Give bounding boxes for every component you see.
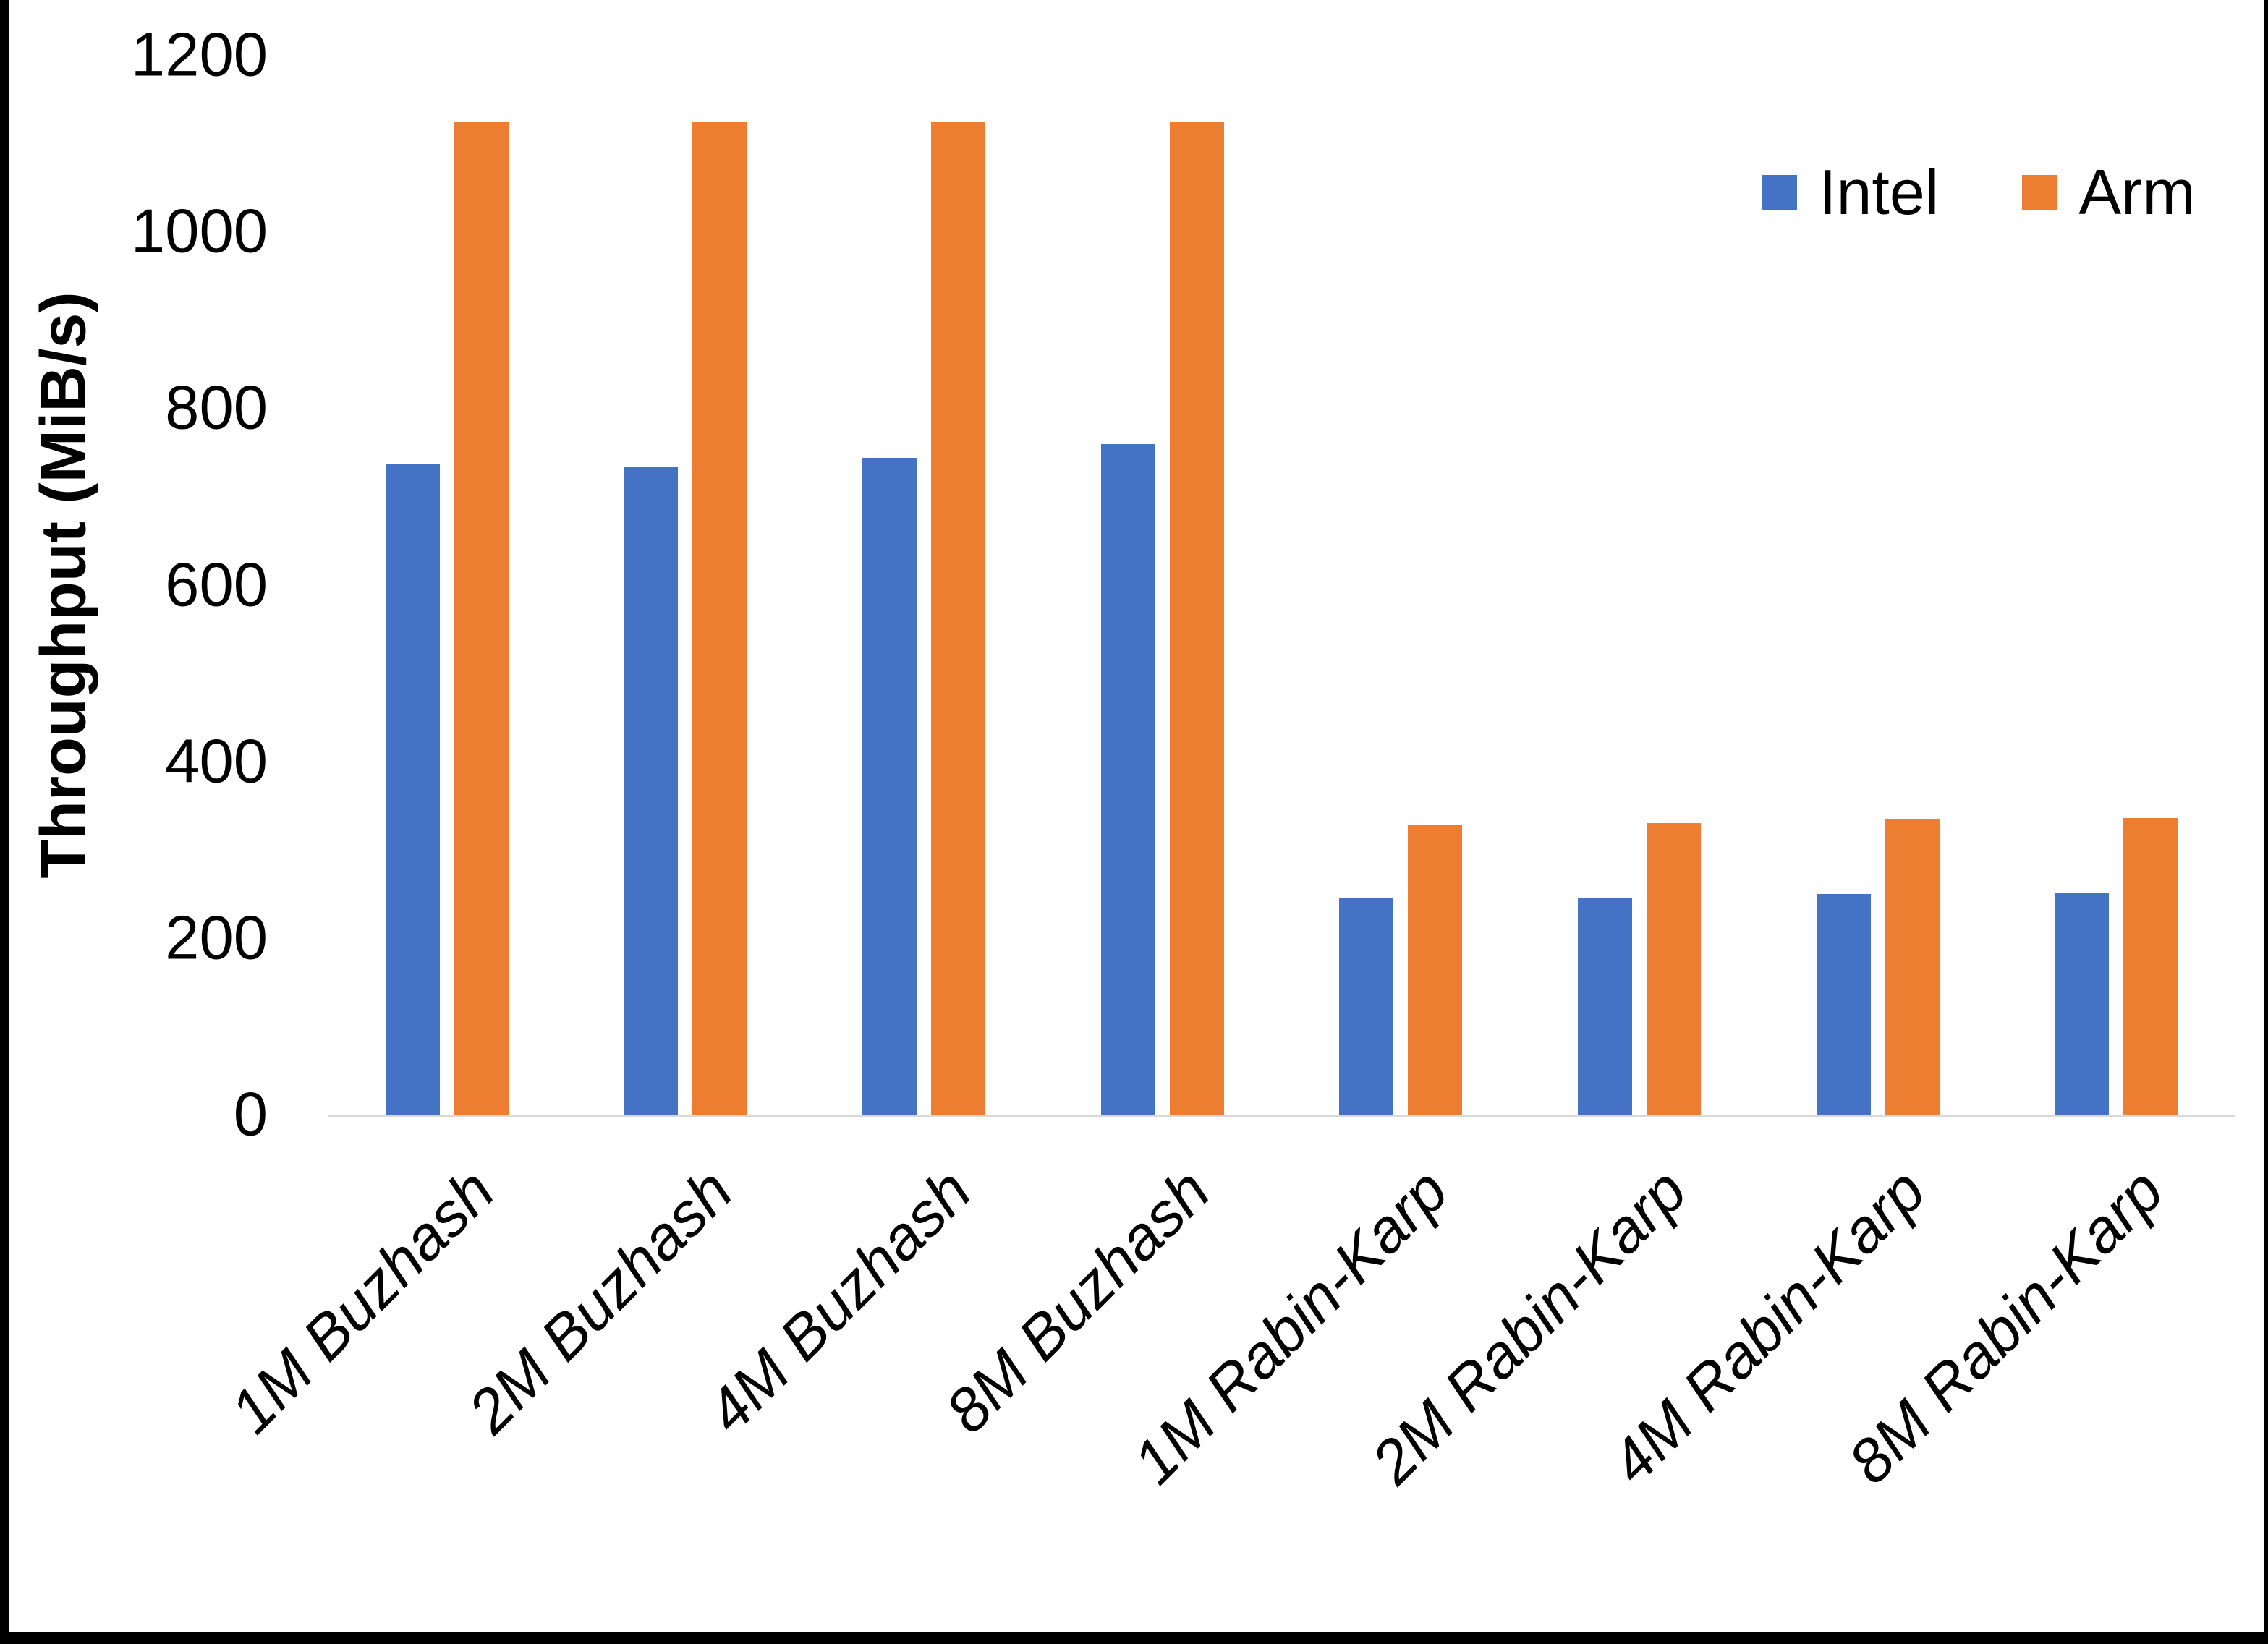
x-category-label-1m-buzhash: 1M Buzhash bbox=[217, 1156, 508, 1447]
legend: Intel Arm bbox=[1762, 161, 2196, 224]
bar-arm-2m-rabin-karp bbox=[1646, 823, 1701, 1115]
y-tick-label-600: 600 bbox=[165, 550, 268, 619]
x-axis-line bbox=[328, 1115, 2235, 1117]
y-tick-label-0: 0 bbox=[233, 1080, 268, 1149]
bar-intel-8m-rabin-karp bbox=[2055, 893, 2110, 1115]
bar-arm-1m-buzhash bbox=[454, 122, 509, 1115]
x-category-label-8m-buzhash: 8M Buzhash bbox=[933, 1156, 1223, 1447]
legend-item-intel: Intel bbox=[1762, 161, 1939, 224]
bar-intel-2m-rabin-karp bbox=[1577, 897, 1632, 1115]
x-category-label-2m-rabin-karp: 2M Rabin-Karp bbox=[1359, 1156, 1700, 1497]
bar-arm-1m-rabin-karp bbox=[1408, 825, 1463, 1115]
legend-item-arm: Arm bbox=[2022, 156, 2196, 228]
x-category-label-1m-rabin-karp: 1M Rabin-Karp bbox=[1120, 1156, 1461, 1497]
bar-intel-1m-rabin-karp bbox=[1339, 897, 1394, 1115]
bar-intel-1m-buzhash bbox=[385, 464, 440, 1115]
x-category-label-2m-buzhash: 2M Buzhash bbox=[455, 1156, 747, 1447]
bar-arm-8m-rabin-karp bbox=[2123, 817, 2178, 1115]
y-tick-label-1000: 1000 bbox=[130, 197, 268, 266]
y-axis-title: Throughput (MiB/s) bbox=[27, 291, 99, 879]
legend-label-arm: Arm bbox=[2078, 156, 2196, 228]
bar-intel-2m-buzhash bbox=[624, 466, 679, 1115]
x-category-label-4m-rabin-karp: 4M Rabin-Karp bbox=[1597, 1156, 1939, 1497]
bar-intel-8m-buzhash bbox=[1100, 444, 1155, 1115]
y-tick-label-800: 800 bbox=[165, 373, 268, 443]
x-category-label-4m-buzhash: 4M Buzhash bbox=[694, 1156, 985, 1447]
bar-arm-8m-buzhash bbox=[1169, 122, 1224, 1115]
bar-intel-4m-rabin-karp bbox=[1816, 893, 1871, 1115]
bar-intel-4m-buzhash bbox=[862, 457, 917, 1115]
legend-label-intel: Intel bbox=[1819, 156, 1940, 228]
bar-arm-4m-buzhash bbox=[931, 122, 986, 1115]
y-tick-label-400: 400 bbox=[165, 727, 268, 796]
y-tick-label-200: 200 bbox=[165, 903, 268, 973]
legend-swatch-intel bbox=[1762, 175, 1797, 210]
bar-arm-2m-buzhash bbox=[692, 122, 747, 1115]
x-category-label-8m-rabin-karp: 8M Rabin-Karp bbox=[1835, 1156, 2177, 1497]
y-tick-label-1200: 1200 bbox=[130, 20, 268, 90]
bar-arm-4m-rabin-karp bbox=[1885, 819, 1940, 1115]
legend-swatch-arm bbox=[2022, 175, 2057, 210]
